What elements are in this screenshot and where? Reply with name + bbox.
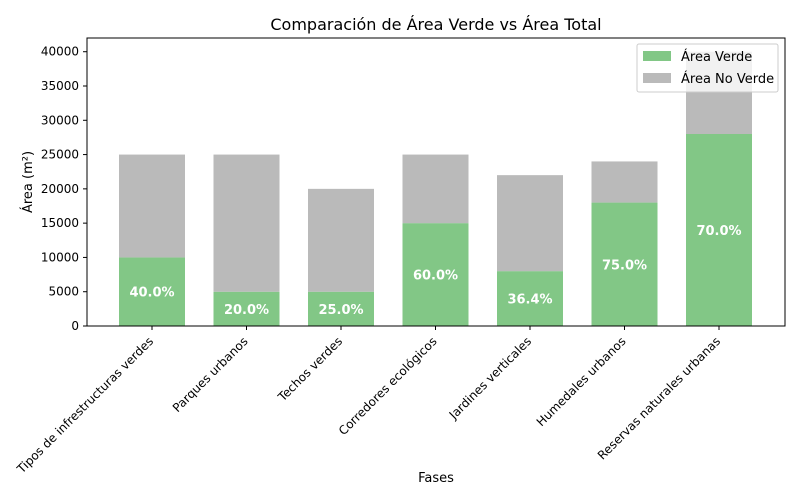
bar-area-no-verde-2 bbox=[308, 188, 374, 292]
bar-area-verde-1 bbox=[213, 291, 280, 326]
bar-area-verde-6 bbox=[686, 134, 752, 326]
y-tick-label-7: 35000 bbox=[41, 79, 79, 93]
bar-area-verde-5 bbox=[591, 202, 658, 326]
bars-layer bbox=[119, 51, 752, 326]
bar-area-verde-4 bbox=[497, 271, 563, 326]
y-tick-label-0: 0 bbox=[71, 319, 79, 333]
legend-swatch-area-verde bbox=[643, 51, 671, 61]
bar-percent-label-2: 25.0% bbox=[318, 303, 363, 318]
bar-area-verde-0 bbox=[119, 257, 185, 326]
bar-percent-label-1: 20.0% bbox=[224, 303, 269, 318]
bar-percent-label-5: 75.0% bbox=[602, 258, 647, 273]
bar-area-verde-3 bbox=[402, 223, 469, 326]
x-tick-label-4: Jardines verticales bbox=[446, 334, 534, 422]
legend: Área Verde Área No Verde bbox=[636, 43, 779, 93]
x-tick-label-2: Techos verdes bbox=[275, 334, 346, 405]
legend-label-area-no-verde: Área No Verde bbox=[681, 71, 774, 87]
x-tick-label-3: Corredores ecológicos bbox=[336, 334, 440, 438]
bar-area-no-verde-3 bbox=[402, 154, 469, 224]
x-tick-label-1: Parques urbanos bbox=[170, 334, 251, 415]
bar-area-no-verde-1 bbox=[213, 154, 280, 292]
bar-area-no-verde-4 bbox=[497, 175, 563, 272]
bar-area-verde-2 bbox=[308, 291, 374, 326]
bar-percent-label-4: 36.4% bbox=[507, 293, 552, 308]
x-axis-label: Fases bbox=[418, 471, 454, 486]
bar-labels-layer: 40.0% 20.0% 25.0% 60.0% 36.4% 75.0% 70.0% bbox=[129, 224, 741, 318]
bar-percent-label-6: 70.0% bbox=[696, 224, 741, 239]
bar-area-no-verde-0 bbox=[119, 154, 185, 258]
x-axis: Tipos de infrestructuras verdes Parques u… bbox=[14, 326, 723, 477]
legend-label-area-verde: Área Verde bbox=[681, 49, 752, 65]
legend-swatch-area-no-verde bbox=[643, 73, 671, 83]
bar-percent-label-0: 40.0% bbox=[129, 286, 174, 301]
chart-title: Comparación de Área Verde vs Área Total bbox=[270, 15, 601, 34]
y-tick-label-5: 25000 bbox=[41, 148, 79, 162]
y-tick-label-6: 30000 bbox=[41, 113, 79, 127]
bar-area-no-verde-5 bbox=[591, 161, 658, 203]
x-tick-label-5: Humedales urbanos bbox=[534, 334, 629, 429]
y-tick-label-3: 15000 bbox=[41, 216, 79, 230]
y-tick-label-4: 20000 bbox=[41, 182, 79, 196]
y-axis-label: Área (m²) bbox=[20, 151, 36, 213]
y-axis: 0 5000 10000 15000 20000 25000 30000 35000 40000 bbox=[41, 45, 87, 333]
bar-percent-label-3: 60.0% bbox=[413, 269, 458, 284]
x-tick-label-0: Tipos de infrestructuras verdes bbox=[14, 334, 157, 477]
y-tick-label-1: 5000 bbox=[48, 285, 79, 299]
legend-frame bbox=[636, 43, 779, 93]
y-tick-label-2: 10000 bbox=[41, 250, 79, 264]
y-tick-label-8: 40000 bbox=[41, 45, 79, 59]
